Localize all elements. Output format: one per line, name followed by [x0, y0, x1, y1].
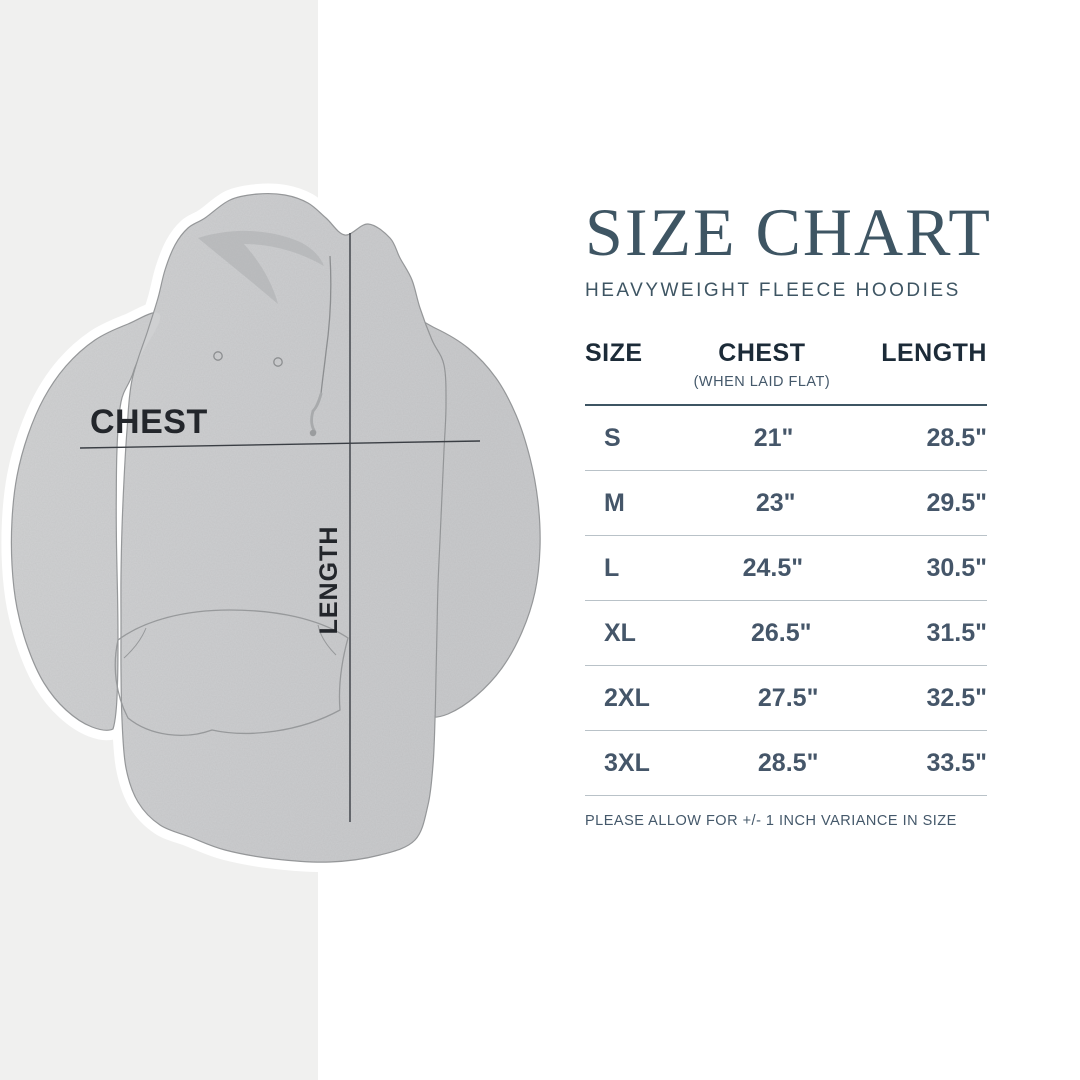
- svg-text:LENGTH: LENGTH: [315, 526, 343, 635]
- svg-text:CHEST: CHEST: [90, 403, 208, 441]
